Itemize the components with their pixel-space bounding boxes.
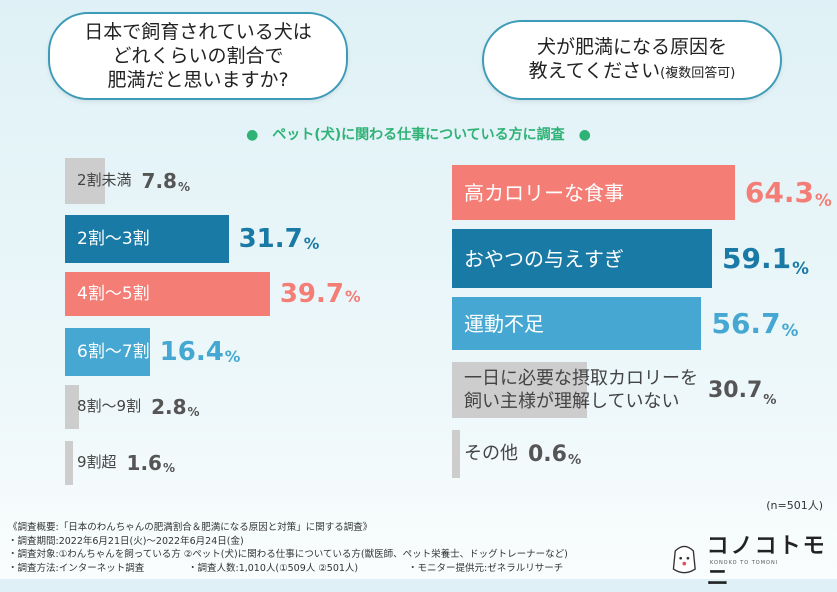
- q2-line: 犬が肥満になる原因を: [536, 35, 727, 58]
- bar-label: 8割〜9割: [77, 397, 142, 416]
- survey-notes: 《調査概要:「日本のわんちゃんの肥満割合＆肥満になる原因と対策」に関する調査》 …: [8, 521, 568, 575]
- sample-size: (n=501人): [766, 499, 823, 512]
- bar-value: 31.7%: [238, 224, 320, 254]
- question-1-bubble: 日本で飼育されている犬は どれくらいの割合で 肥満だと思いますか?: [48, 12, 348, 100]
- note: 《調査概要:「日本のわんちゃんの肥満割合＆肥満になる原因と対策」に関する調査》: [8, 522, 373, 533]
- bar: [65, 328, 150, 376]
- bar-label: 9割超: [77, 453, 117, 472]
- bar-value: 59.1%: [722, 242, 809, 278]
- bar: [65, 158, 106, 204]
- bar: [452, 229, 713, 288]
- bar-value: 30.7%: [708, 377, 777, 409]
- survey-subtitle: ● ペット(犬)に関わる仕事についている方に調査 ●: [246, 127, 591, 143]
- q1-line: どれくらいの割合で: [112, 45, 284, 67]
- bar: [65, 441, 74, 485]
- bar-label: 高カロリーな食事: [464, 180, 624, 205]
- bar-label: 6割〜7割: [77, 341, 150, 362]
- question-2-bubble: 犬が肥満になる原因を 教えてください(複数回答可): [482, 20, 782, 100]
- bar: [65, 215, 229, 263]
- bar: [452, 430, 460, 478]
- bar-value: 39.7%: [279, 279, 361, 309]
- bar-label: 一日に必要な摂取カロリーを 飼い主様が理解していない: [464, 367, 698, 412]
- bar-label: 2割未満: [77, 171, 132, 190]
- q1-line: 日本で飼育されている犬は: [84, 21, 312, 43]
- note: ・調査方法:インターネット調査: [8, 562, 145, 574]
- bar: [65, 385, 80, 429]
- q1-line: 肥満だと思いますか?: [107, 69, 289, 91]
- bar: [452, 362, 588, 418]
- bar-label: 運動不足: [464, 311, 544, 336]
- note: ・調査人数:1,010人(①509人 ②501人): [188, 562, 359, 574]
- bar-label: おやつの与えすぎ: [464, 246, 624, 271]
- dog-logo-icon: [672, 545, 696, 574]
- note: ・調査期間:2022年6月21日(火)〜2022年6月24日(金): [8, 535, 244, 547]
- bar-label: 4割〜5割: [77, 283, 150, 304]
- q2-note: (複数回答可): [660, 65, 736, 81]
- logo: コノコトモニ KONOKO TO TOMONI: [668, 528, 837, 592]
- bar: [452, 297, 702, 350]
- bar-value: 7.8%: [141, 169, 191, 194]
- bar: [65, 272, 270, 316]
- bar-value: 1.6%: [126, 451, 176, 475]
- q2-line: 教えてください: [528, 59, 661, 82]
- bar-label: 2割〜3割: [77, 228, 150, 249]
- note: ・モニター提供元:ゼネラルリサーチ: [408, 562, 564, 574]
- bar-value: 56.7%: [711, 307, 799, 340]
- bar-value: 64.3%: [744, 176, 832, 210]
- bar-value: 0.6%: [528, 441, 582, 469]
- logo-subtext: KONOKO TO TOMONI: [710, 560, 779, 566]
- note: ・調査対象:①わんちゃんを飼っている方 ②ペット(犬)に関わる仕事についている方…: [8, 549, 568, 560]
- bar-label: その他: [464, 443, 518, 465]
- bar: [452, 165, 735, 220]
- bar-value: 16.4%: [159, 337, 241, 367]
- bar-value: 2.8%: [151, 395, 200, 419]
